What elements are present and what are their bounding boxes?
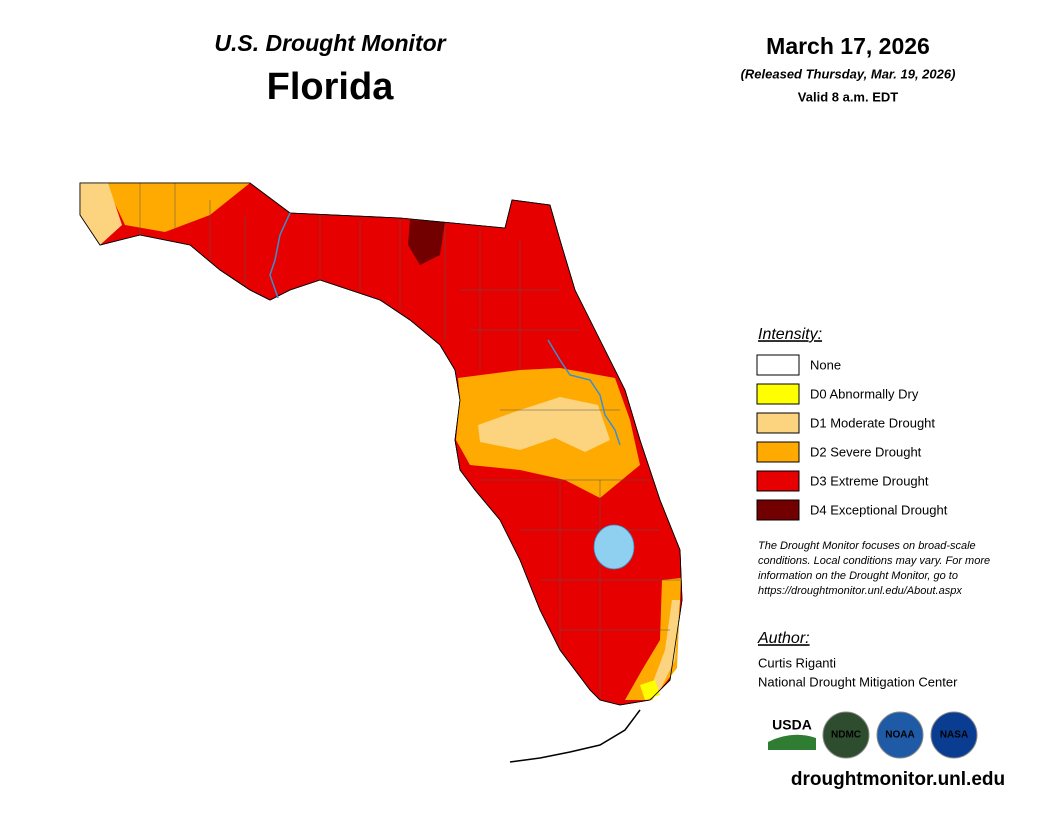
legend-label: D4 Exceptional Drought [810,502,948,517]
logo-badge [930,711,978,759]
area-d1-southeast [650,600,680,690]
legend-label: D0 Abnormally Dry [810,386,919,401]
monitor-title: U.S. Drought Monitor [214,30,446,56]
state-outline [79,182,683,706]
legend-swatch [756,470,800,492]
release-date: (Released Thursday, Mar. 19, 2026) [741,66,956,81]
logo-swoosh [768,734,816,750]
river-apalachicola [269,212,291,299]
state-title: Florida [267,66,395,108]
legend-swatch [756,383,800,405]
legend: None D0 Abnormally Dry D1 Moderate Drought… [756,354,948,521]
note: The Drought Monitor focuses on broad-sca… [758,540,990,597]
logo-badge [822,711,870,759]
florida-map [79,182,683,763]
valid-time: Valid 8 a.m. EDT [798,89,898,104]
author-name: Curtis Riganti [758,655,836,670]
logo-badge [876,711,924,759]
logo-text: USDA [772,717,812,733]
florida-keys [509,709,641,763]
legend-label: D1 Moderate Drought [810,415,935,430]
area-d2-panhandle [105,183,250,232]
author-organization: National Drought Mitigation Center [758,674,958,689]
legend-label: D3 Extreme Drought [810,473,929,488]
area-d1-panhandle [80,183,122,245]
legend-swatch [756,354,800,376]
logo-text: NDMC [831,730,861,741]
logos: USDA NDMC NOAA NASA [768,711,978,759]
logo-text: NOAA [885,730,914,741]
note-line: conditions. Local conditions may vary. F… [758,555,990,567]
area-d1-central [478,397,610,452]
legend-swatch [756,412,800,434]
area-d4 [408,220,445,265]
note-line: The Drought Monitor focuses on broad-sca… [758,540,976,552]
note-line: information on the Drought Monitor, go t… [758,570,958,582]
logo-text: NASA [940,730,968,741]
lake-okeechobee [593,524,635,570]
legend-label: None [810,357,841,372]
map-date: March 17, 2026 [766,33,930,59]
legend-swatch [756,499,800,521]
legend-swatch [756,441,800,463]
website-url: droughtmonitor.unl.edu [791,769,1005,790]
note-line: https://droughtmonitor.unl.edu/About.asp… [758,585,962,597]
river-st-johns [547,339,621,446]
legend-title: Intensity: [758,326,822,343]
county-lines [139,183,680,700]
legend-label: D2 Severe Drought [810,444,922,459]
author-heading: Author: [757,630,810,647]
